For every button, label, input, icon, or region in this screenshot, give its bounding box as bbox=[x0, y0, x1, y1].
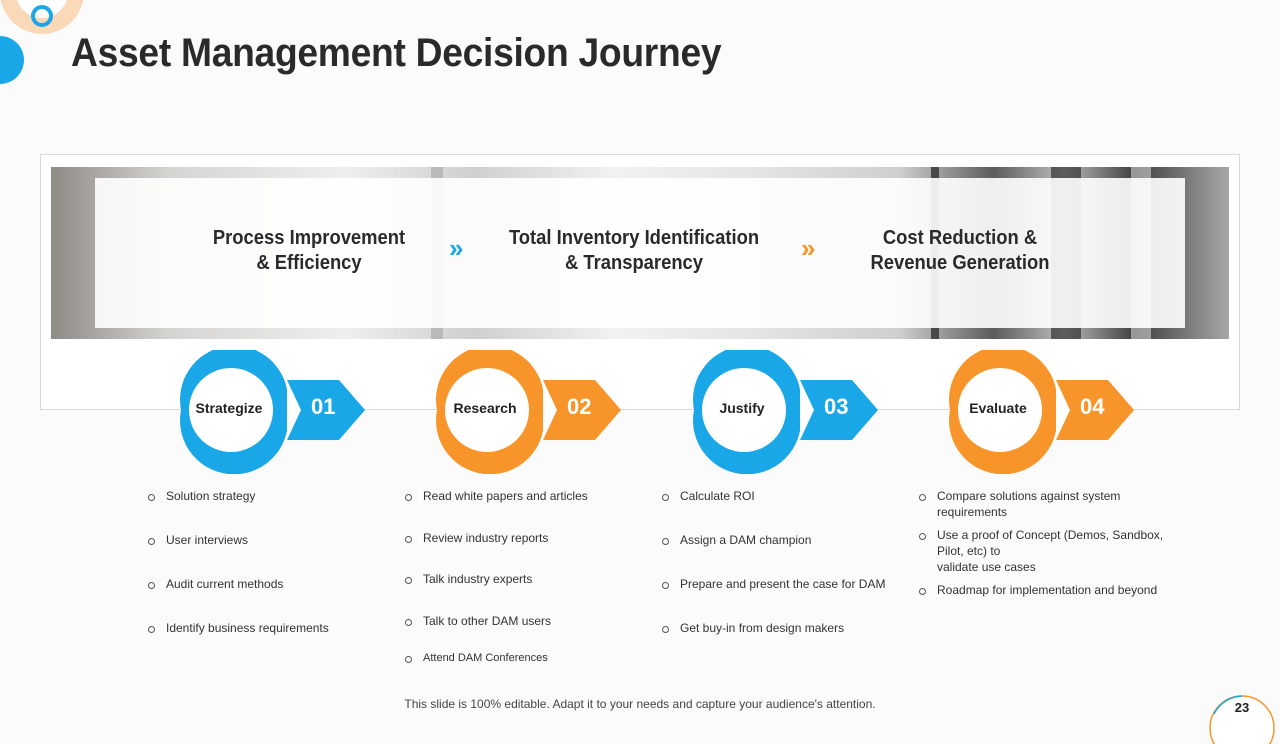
list-item-text: validate use cases bbox=[937, 560, 1036, 574]
list-item: Talk to other DAM users bbox=[405, 613, 655, 629]
step-number: 04 bbox=[1080, 394, 1105, 419]
list-item: Solution strategy bbox=[148, 488, 398, 504]
list-item: Identify business requirements bbox=[148, 620, 398, 636]
step-ring-icon bbox=[436, 350, 621, 474]
chevron-right-icon: » bbox=[449, 233, 464, 263]
theme-cost-reduction: Cost Reduction & Revenue Generation bbox=[854, 226, 1066, 276]
theme-line: & Transparency bbox=[564, 252, 704, 274]
page-title: Asset Management Decision Journey bbox=[71, 31, 722, 75]
theme-line: Revenue Generation bbox=[870, 252, 1050, 274]
theme-line: & Efficiency bbox=[256, 252, 362, 274]
list-item: Compare solutions against system require… bbox=[919, 488, 1169, 520]
step-number: 01 bbox=[311, 394, 336, 419]
theme-line: Process Improvement bbox=[212, 227, 406, 249]
theme-line: Cost Reduction & bbox=[882, 227, 1038, 249]
step-strategize: Strategize 01 bbox=[179, 350, 379, 474]
step-label: Research bbox=[453, 400, 517, 416]
list-item: Prepare and present the case for DAM bbox=[662, 576, 912, 592]
list-item: Audit current methods bbox=[148, 576, 398, 592]
list-item: Calculate ROI bbox=[662, 488, 912, 504]
step-evaluate: Evaluate 04 bbox=[948, 350, 1148, 474]
theme-inventory-identification: Total Inventory Identification & Transpa… bbox=[505, 226, 763, 276]
step-number: 03 bbox=[824, 394, 849, 419]
step-label: Justify bbox=[719, 400, 765, 416]
step-justify: Justify 03 bbox=[692, 350, 892, 474]
themes-banner bbox=[95, 178, 1185, 328]
list-item: Use a proof of Concept (Demos, Sandbox, … bbox=[919, 527, 1169, 575]
list-item: Attend DAM Conferences bbox=[405, 650, 655, 666]
step-ring-icon bbox=[180, 350, 365, 474]
justify-bullets: Calculate ROI Assign a DAM champion Prep… bbox=[662, 488, 912, 636]
list-item: Get buy-in from design makers bbox=[662, 620, 912, 636]
step-label: Evaluate bbox=[969, 400, 1027, 416]
theme-line: Total Inventory Identification bbox=[508, 227, 760, 249]
list-item-text: Use a proof of Concept (Demos, Sandbox, … bbox=[937, 528, 1164, 558]
step-ring-icon bbox=[693, 350, 878, 474]
step-research: Research 02 bbox=[435, 350, 635, 474]
research-bullets: Read white papers and articles Review in… bbox=[405, 488, 655, 666]
corner-decoration bbox=[0, 0, 84, 84]
footer-note: This slide is 100% editable. Adapt it to… bbox=[404, 697, 876, 711]
step-label: Strategize bbox=[195, 400, 263, 416]
list-item: Roadmap for implementation and beyond bbox=[919, 582, 1169, 598]
page-number: 23 bbox=[1234, 700, 1250, 715]
theme-process-improvement: Process Improvement & Efficiency bbox=[203, 226, 415, 276]
list-item: Talk industry experts bbox=[405, 571, 655, 587]
list-item: Read white papers and articles bbox=[405, 488, 655, 504]
list-item: Review industry reports bbox=[405, 530, 655, 546]
evaluate-bullets: Compare solutions against system require… bbox=[919, 488, 1169, 598]
chevron-right-icon: » bbox=[801, 233, 816, 263]
list-item: User interviews bbox=[148, 532, 398, 548]
list-item: Assign a DAM champion bbox=[662, 532, 912, 548]
strategize-bullets: Solution strategy User interviews Audit … bbox=[148, 488, 398, 636]
step-number: 02 bbox=[567, 394, 592, 419]
step-ring-icon bbox=[949, 350, 1134, 474]
